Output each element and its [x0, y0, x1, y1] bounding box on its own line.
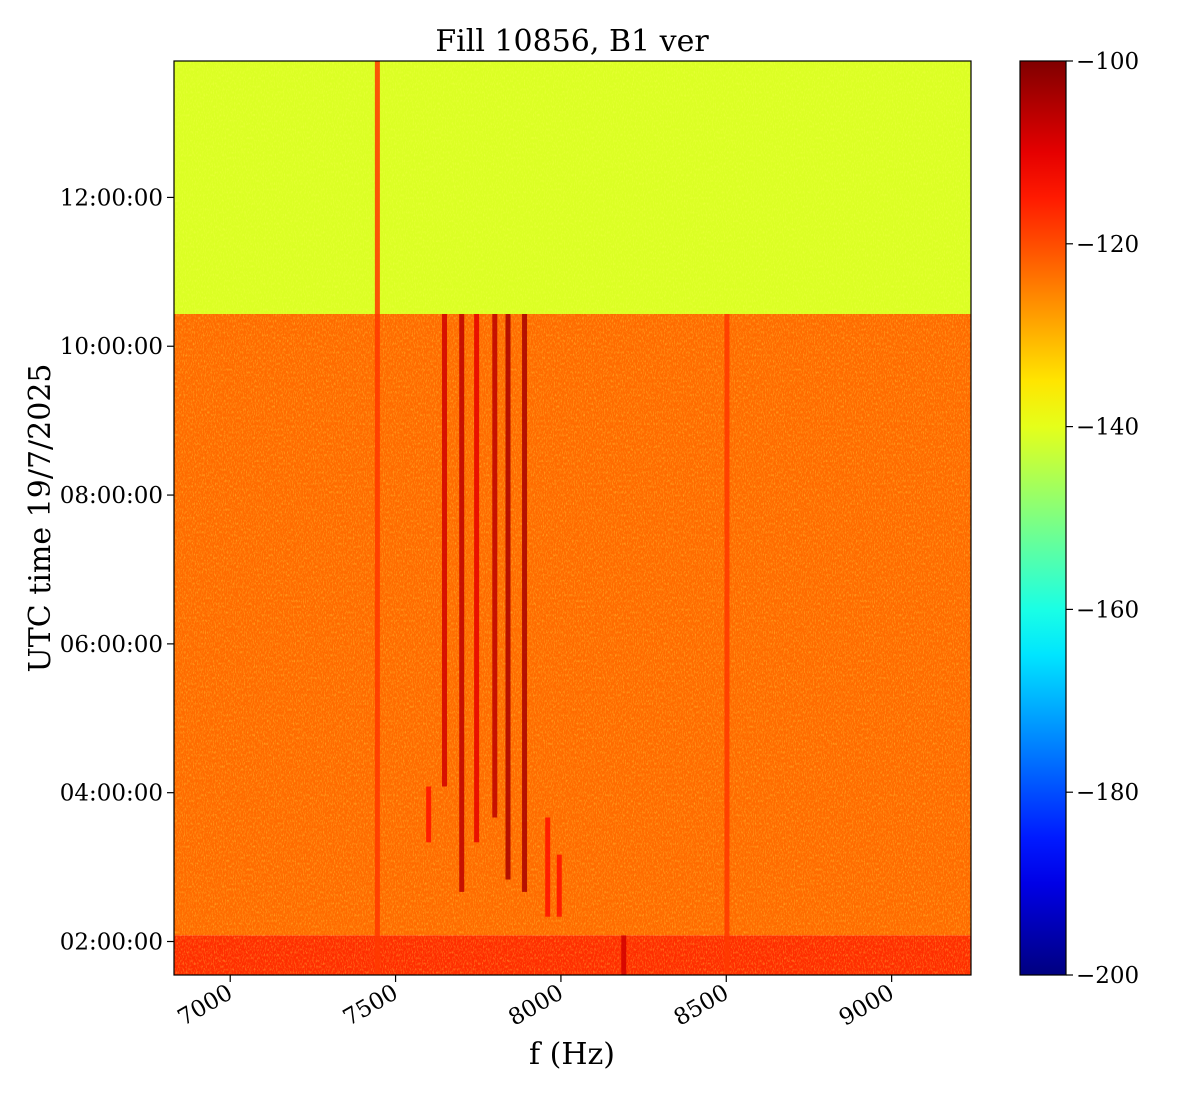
- x-tick-label: 7000: [174, 980, 238, 1032]
- spectral-line-1: [724, 313, 730, 975]
- spectral-line-11: [621, 935, 627, 975]
- colorbar-tick-label: −200: [1076, 963, 1139, 989]
- colorbar-tick-label: −100: [1076, 49, 1139, 75]
- y-tick-label: 10:00:00: [60, 334, 163, 360]
- y-axis-ticks: 02:00:00 04:00:00 06:00:00 08:00:00 10:00:00…: [60, 185, 174, 956]
- x-tick-label: 8500: [670, 980, 734, 1032]
- y-tick-label: 12:00:00: [60, 185, 163, 211]
- colorbar-tick-label: −160: [1076, 597, 1139, 623]
- spectral-line-7: [522, 313, 528, 892]
- x-axis-label: f (Hz): [529, 1037, 615, 1072]
- spectral-line-10: [556, 854, 562, 917]
- y-tick-label: 04:00:00: [60, 781, 163, 807]
- spectral-line-6: [505, 313, 511, 880]
- plot-frame: [173, 60, 972, 976]
- x-tick-label: 8000: [504, 980, 568, 1032]
- y-tick-label: 06:00:00: [60, 632, 163, 658]
- y-tick-label: 02:00:00: [60, 930, 163, 956]
- spectral-line-2: [442, 313, 448, 787]
- colorbar-ticks: −100 −120 −140 −160 −180 −200: [1066, 49, 1139, 989]
- spectral-line-9: [545, 817, 551, 917]
- y-tick-label: 08:00:00: [60, 483, 163, 509]
- colorbar-tick-label: −120: [1076, 232, 1139, 258]
- colorbar-tick-label: −140: [1076, 415, 1139, 441]
- spectral-line-8: [426, 786, 432, 843]
- chart-title: Fill 10856, B1 ver: [435, 24, 709, 59]
- y-axis-label: UTC time 19/7/2025: [23, 364, 58, 673]
- spectral-line-5: [492, 313, 498, 818]
- spectral-line-4: [474, 313, 480, 843]
- colorbar-gradient: [1019, 60, 1067, 976]
- spectral-line-0: [374, 61, 380, 975]
- spectral-lines: [374, 61, 730, 975]
- x-axis-ticks: 7000 7500 8000 8500 9000: [174, 975, 899, 1031]
- noise-texture: [174, 61, 971, 975]
- colorbar: −100 −120 −140 −160 −180 −200: [1019, 49, 1139, 989]
- x-tick-label: 7500: [339, 980, 403, 1032]
- spectral-line-3: [459, 313, 465, 892]
- colorbar-tick-label: −180: [1076, 780, 1139, 806]
- plot-area: [174, 61, 971, 975]
- x-tick-label: 9000: [835, 980, 899, 1032]
